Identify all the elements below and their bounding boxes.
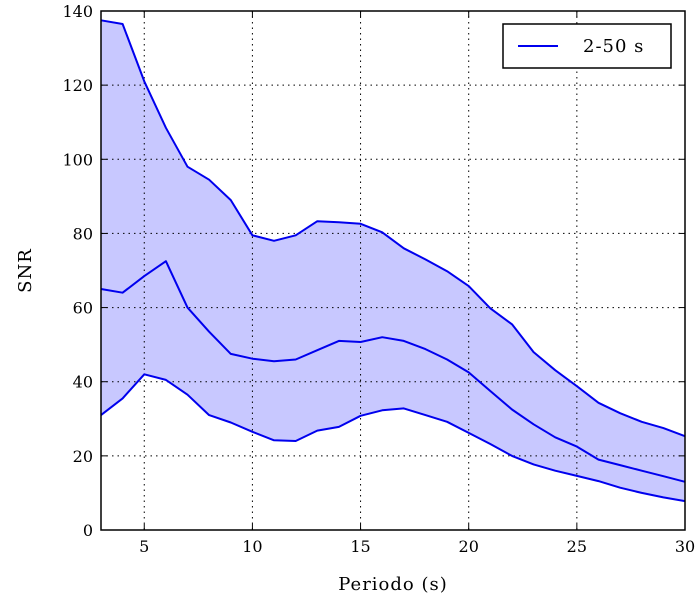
x-tick-label: 30 xyxy=(675,537,695,556)
x-axis-label: Periodo (s) xyxy=(338,574,448,595)
series-line-layer xyxy=(100,19,686,503)
y-tick-label: 120 xyxy=(62,76,93,95)
band-fill xyxy=(101,20,685,502)
x-tick-label: 15 xyxy=(350,537,370,556)
grid-layer xyxy=(101,11,685,530)
x-tick-label: 25 xyxy=(567,537,587,556)
x-tick-label: 10 xyxy=(242,537,262,556)
y-tick-label: 100 xyxy=(62,150,93,169)
y-tick-label: 140 xyxy=(62,2,93,21)
band-fill-layer xyxy=(101,20,685,502)
tick-layer: 5 10 15 20 25 30 0 20 40 60 80 100 120 140 xyxy=(62,2,695,556)
legend-entry-label: 2-50 s xyxy=(583,36,644,57)
x-tick-label: 20 xyxy=(459,537,479,556)
x-tick-label: 5 xyxy=(139,537,149,556)
plot-frame-layer xyxy=(100,10,686,531)
y-tick-label: 80 xyxy=(73,224,93,243)
y-axis-label: SNR xyxy=(15,248,36,293)
plot-frame xyxy=(100,10,686,531)
y-tick-label: 0 xyxy=(83,521,93,540)
series-line-lower xyxy=(100,373,686,503)
series-line-mean xyxy=(100,260,686,483)
legend: 2-50 s xyxy=(502,23,672,69)
y-tick-label: 20 xyxy=(73,447,93,466)
series-line-upper xyxy=(100,19,686,438)
y-tick-label: 60 xyxy=(73,299,93,318)
y-tick-label: 40 xyxy=(73,373,93,392)
